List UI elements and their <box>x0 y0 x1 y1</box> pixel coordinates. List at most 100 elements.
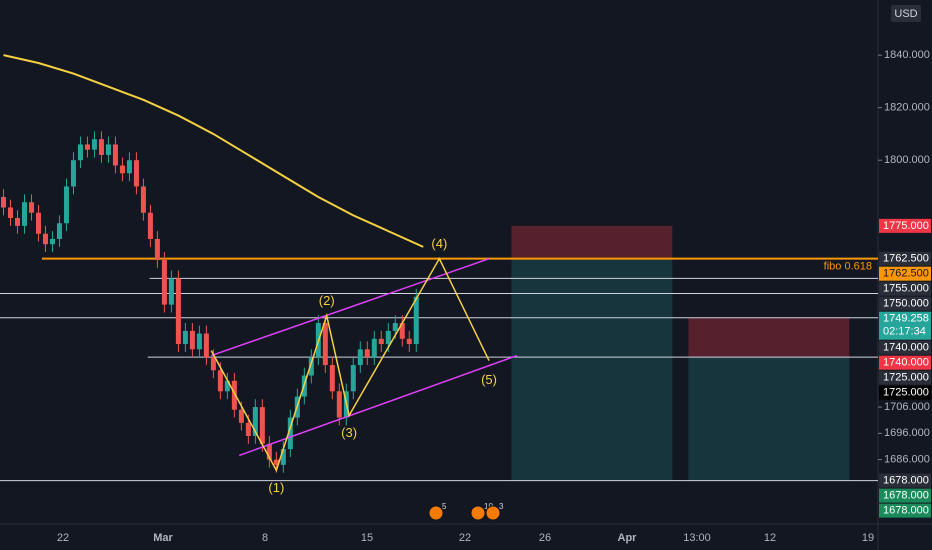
event-count: 3 <box>499 502 504 511</box>
event-icon <box>485 505 501 521</box>
x-tick-label: 22 <box>459 532 471 544</box>
wave-path <box>210 257 490 473</box>
candle-body <box>77 144 83 161</box>
candle-body <box>105 144 111 155</box>
candle-body <box>336 391 342 418</box>
price-tag-label: 1740.000 <box>883 357 929 369</box>
price-tag <box>879 385 931 400</box>
candle-body <box>322 323 328 366</box>
countdown: 02:17:34 <box>883 326 926 338</box>
candle-body <box>112 144 118 166</box>
candle-body <box>273 459 279 465</box>
candle-body <box>364 349 370 358</box>
candle-body <box>392 323 398 331</box>
event-icon <box>470 505 486 521</box>
candle-body <box>140 186 146 213</box>
price-tag <box>879 370 931 385</box>
candle-body <box>266 443 272 460</box>
candle-body <box>231 380 237 410</box>
candle-body <box>119 165 125 174</box>
candle-body <box>133 160 139 187</box>
candle-body <box>175 278 181 345</box>
wave-label: (2) <box>319 293 335 308</box>
candle-body <box>147 212 153 239</box>
target-zone <box>688 357 850 481</box>
candle-body <box>210 357 216 371</box>
channel-line <box>211 257 490 357</box>
wave-label: (4) <box>431 236 447 251</box>
candle-body <box>287 417 293 450</box>
x-tick-label: 19 <box>862 532 874 544</box>
candle-body <box>413 296 419 345</box>
candle-body <box>252 407 258 436</box>
candle-body <box>126 160 132 174</box>
plot: fibo 0.618 (1) (2) (3) (4) (5) <box>0 54 878 495</box>
candle-body <box>182 330 188 345</box>
price-tag <box>879 355 931 370</box>
price-tag-label: 1725.000 <box>883 387 929 399</box>
candle-body <box>21 202 27 226</box>
x-tick-label: 12 <box>764 532 776 544</box>
price-tag-label: 1775.000 <box>883 220 929 232</box>
candle-body <box>84 144 90 150</box>
candle-body <box>259 407 265 444</box>
wave-label: (1) <box>268 480 284 495</box>
y-tick-label: 1706.000 <box>884 401 930 413</box>
candle-body <box>42 233 48 245</box>
price-tag-label: 1750.000 <box>883 298 929 310</box>
candle-body <box>0 196 6 208</box>
candle-body <box>406 338 412 345</box>
price-tag <box>879 266 931 281</box>
currency-badge[interactable] <box>891 5 921 22</box>
candle-body <box>385 330 391 345</box>
target-zone <box>511 258 673 481</box>
candle-body <box>70 160 76 187</box>
x-tick-label: 13:00 <box>683 532 711 544</box>
candle-body <box>35 212 41 234</box>
price-tag <box>879 296 931 311</box>
candle-body <box>245 422 251 436</box>
price-tag <box>879 340 931 355</box>
price-tag <box>879 251 931 266</box>
price-tag <box>879 473 931 488</box>
event-icon <box>428 505 444 521</box>
candle-body <box>329 365 335 392</box>
candle-body <box>280 449 286 465</box>
candle-body <box>378 338 384 345</box>
price-tag-label: 1749.258 <box>883 313 929 325</box>
y-tick-label: 1686.000 <box>884 454 930 466</box>
candle-body <box>28 202 34 213</box>
stop-zone <box>511 225 673 259</box>
price-tag <box>879 281 931 296</box>
y-tick-label: 1820.000 <box>884 102 930 114</box>
x-tick-label: 15 <box>361 532 373 544</box>
candle-body <box>91 139 97 150</box>
candle-body <box>63 186 69 224</box>
candle-body <box>217 370 223 392</box>
candle-body <box>168 278 174 305</box>
stop-zone <box>688 317 850 358</box>
price-tag-label: 1725.000 <box>883 372 929 384</box>
currency: USD <box>894 8 917 20</box>
x-tick-label: 8 <box>262 532 268 544</box>
x-tick-label: 22 <box>57 532 69 544</box>
candle-body <box>154 238 160 260</box>
x-tick-label: Apr <box>618 532 638 544</box>
candle-body <box>189 330 195 350</box>
candle-body <box>399 323 405 339</box>
candle-body <box>196 333 202 350</box>
event-count: 5 <box>442 502 447 511</box>
price-tag-label: 1762.500 <box>883 268 929 280</box>
x-tick-label: 26 <box>539 532 551 544</box>
price-tag-label: 1762.500 <box>883 253 929 265</box>
channel-line <box>239 354 518 457</box>
wave-label: (5) <box>481 372 497 387</box>
event-count: 10 <box>484 502 493 511</box>
candle-body <box>308 357 314 376</box>
price-tag-label: 1678.000 <box>883 490 929 502</box>
y-tick-label: 1840.000 <box>884 49 930 61</box>
candle-body <box>49 238 55 245</box>
